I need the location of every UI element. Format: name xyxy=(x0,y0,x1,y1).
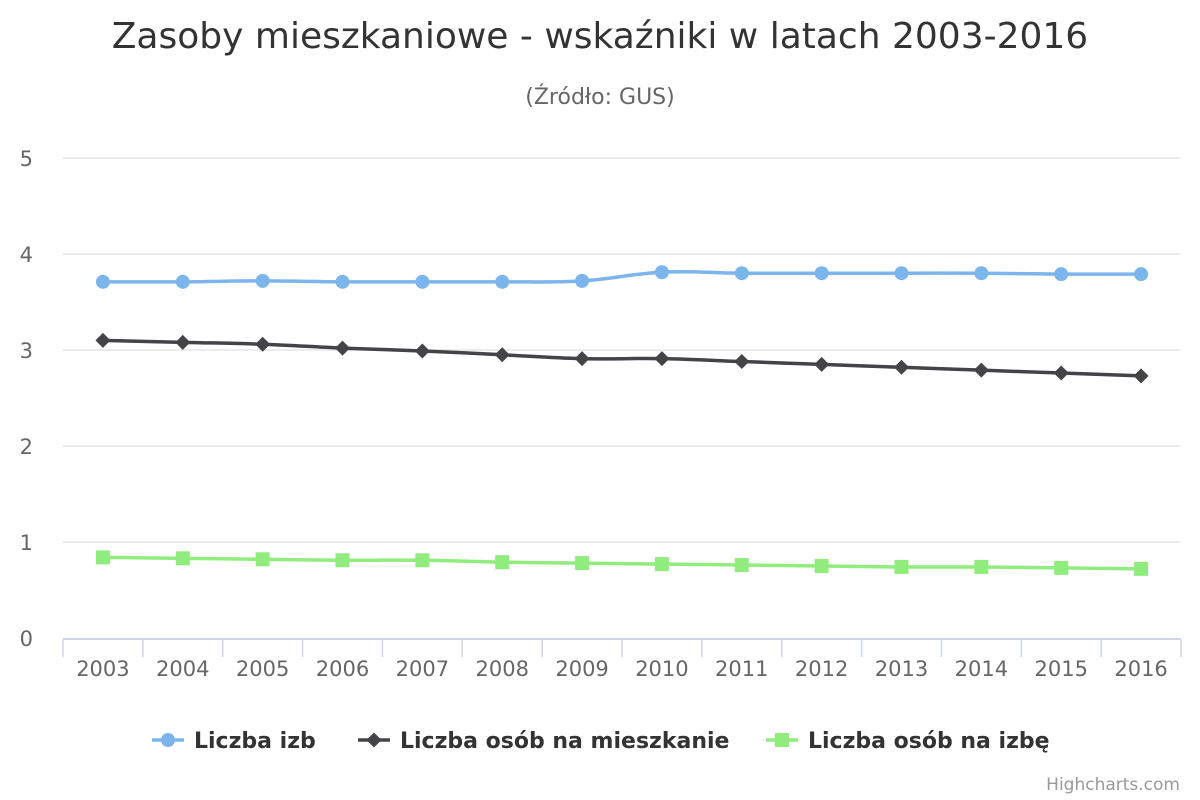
data-point-square[interactable] xyxy=(255,552,270,567)
data-point-circle[interactable] xyxy=(1054,267,1069,282)
grid-lines xyxy=(63,157,1181,543)
x-tick-label: 2006 xyxy=(316,657,369,681)
data-point-diamond[interactable] xyxy=(574,351,590,367)
data-point-circle[interactable] xyxy=(95,274,110,289)
data-point-diamond[interactable] xyxy=(1133,368,1149,384)
data-point-square[interactable] xyxy=(415,553,430,568)
chart-title: Zasoby mieszkaniowe - wskaźniki w latach… xyxy=(112,16,1088,57)
data-point-diamond[interactable] xyxy=(814,356,830,372)
data-point-square[interactable] xyxy=(575,556,590,571)
x-tick-label: 2011 xyxy=(715,657,768,681)
x-tick-label: 2014 xyxy=(955,657,1008,681)
data-point-diamond[interactable] xyxy=(973,362,989,378)
data-point-circle[interactable] xyxy=(415,274,430,289)
x-axis: 2003 2004 2005 2006 2007 2008 2009 2010 2011 2012… xyxy=(62,638,1182,681)
data-point-diamond[interactable] xyxy=(1053,365,1069,381)
data-point-circle[interactable] xyxy=(654,265,669,280)
x-tick-label: 2004 xyxy=(156,657,209,681)
data-point-circle[interactable] xyxy=(495,274,510,289)
legend-item-2[interactable]: Liczba osób na mieszkanie xyxy=(358,729,729,754)
data-point-square[interactable] xyxy=(495,555,510,570)
x-tick-label: 2007 xyxy=(396,657,449,681)
y-tick-label: 4 xyxy=(20,243,33,267)
data-point-circle[interactable] xyxy=(335,274,350,289)
y-tick-label: 2 xyxy=(20,435,33,459)
data-point-diamond[interactable] xyxy=(654,351,670,367)
y-tick-label: 5 xyxy=(20,147,33,171)
series-line[interactable] xyxy=(101,269,1143,284)
data-point-diamond[interactable] xyxy=(494,347,510,363)
series-1 xyxy=(95,265,1149,289)
data-point-diamond[interactable] xyxy=(335,340,350,356)
data-point-circle[interactable] xyxy=(1134,267,1149,282)
data-point-circle[interactable] xyxy=(894,266,909,281)
data-point-circle[interactable] xyxy=(255,273,270,288)
data-point-diamond[interactable] xyxy=(175,334,191,350)
series-line[interactable] xyxy=(101,555,1143,571)
series-2 xyxy=(95,332,1149,384)
x-tick-label: 2008 xyxy=(475,657,528,681)
x-tick-label: 2016 xyxy=(1114,657,1167,681)
data-point-square[interactable] xyxy=(335,553,350,568)
legend-item-1[interactable]: Liczba izb xyxy=(152,729,316,754)
series-line[interactable] xyxy=(101,338,1143,378)
data-point-diamond[interactable] xyxy=(734,354,750,370)
data-point-square[interactable] xyxy=(1134,561,1149,576)
data-point-square[interactable] xyxy=(654,557,669,572)
data-point-diamond[interactable] xyxy=(894,359,909,375)
legend-marker-diamond[interactable] xyxy=(366,732,382,748)
y-tick-label: 3 xyxy=(20,339,33,363)
x-tick-label: 2003 xyxy=(76,657,129,681)
legend-marker-square[interactable] xyxy=(775,733,789,747)
data-point-diamond[interactable] xyxy=(95,332,111,348)
data-point-circle[interactable] xyxy=(814,266,829,281)
series-group xyxy=(95,265,1149,576)
data-point-square[interactable] xyxy=(175,551,190,566)
legend-item-3[interactable]: Liczba osób na izbę xyxy=(766,729,1050,754)
data-point-square[interactable] xyxy=(974,559,989,574)
data-point-diamond[interactable] xyxy=(414,343,430,359)
legend-label: Liczba osób na mieszkanie xyxy=(400,729,729,754)
data-point-circle[interactable] xyxy=(175,274,190,289)
series-3 xyxy=(95,550,1149,576)
chart-subtitle: (Źródło: GUS) xyxy=(525,84,674,110)
x-tick-label: 2012 xyxy=(795,657,848,681)
legend-marker-circle[interactable] xyxy=(161,733,175,747)
data-point-circle[interactable] xyxy=(575,273,590,288)
credits-link[interactable]: Highcharts.com xyxy=(1046,775,1180,795)
x-tick-label: 2005 xyxy=(236,657,289,681)
y-axis: 0 1 2 3 4 5 xyxy=(20,147,33,651)
x-tick-label: 2013 xyxy=(875,657,928,681)
data-point-diamond[interactable] xyxy=(255,336,271,352)
y-tick-label: 1 xyxy=(20,531,33,555)
legend: Liczba izb Liczba osób na mieszkanie Liczb… xyxy=(152,729,1050,754)
x-tick-label: 2010 xyxy=(635,657,688,681)
data-point-square[interactable] xyxy=(894,559,909,574)
x-tick-label: 2009 xyxy=(555,657,608,681)
x-tick-label: 2015 xyxy=(1034,657,1087,681)
data-point-square[interactable] xyxy=(95,550,110,565)
data-point-square[interactable] xyxy=(814,559,829,573)
data-point-square[interactable] xyxy=(734,558,749,573)
data-point-square[interactable] xyxy=(1054,560,1069,575)
y-tick-label: 0 xyxy=(20,627,33,651)
data-point-circle[interactable] xyxy=(734,266,749,281)
data-point-circle[interactable] xyxy=(974,266,989,281)
legend-label: Liczba izb xyxy=(194,729,316,754)
legend-label: Liczba osób na izbę xyxy=(808,729,1050,754)
